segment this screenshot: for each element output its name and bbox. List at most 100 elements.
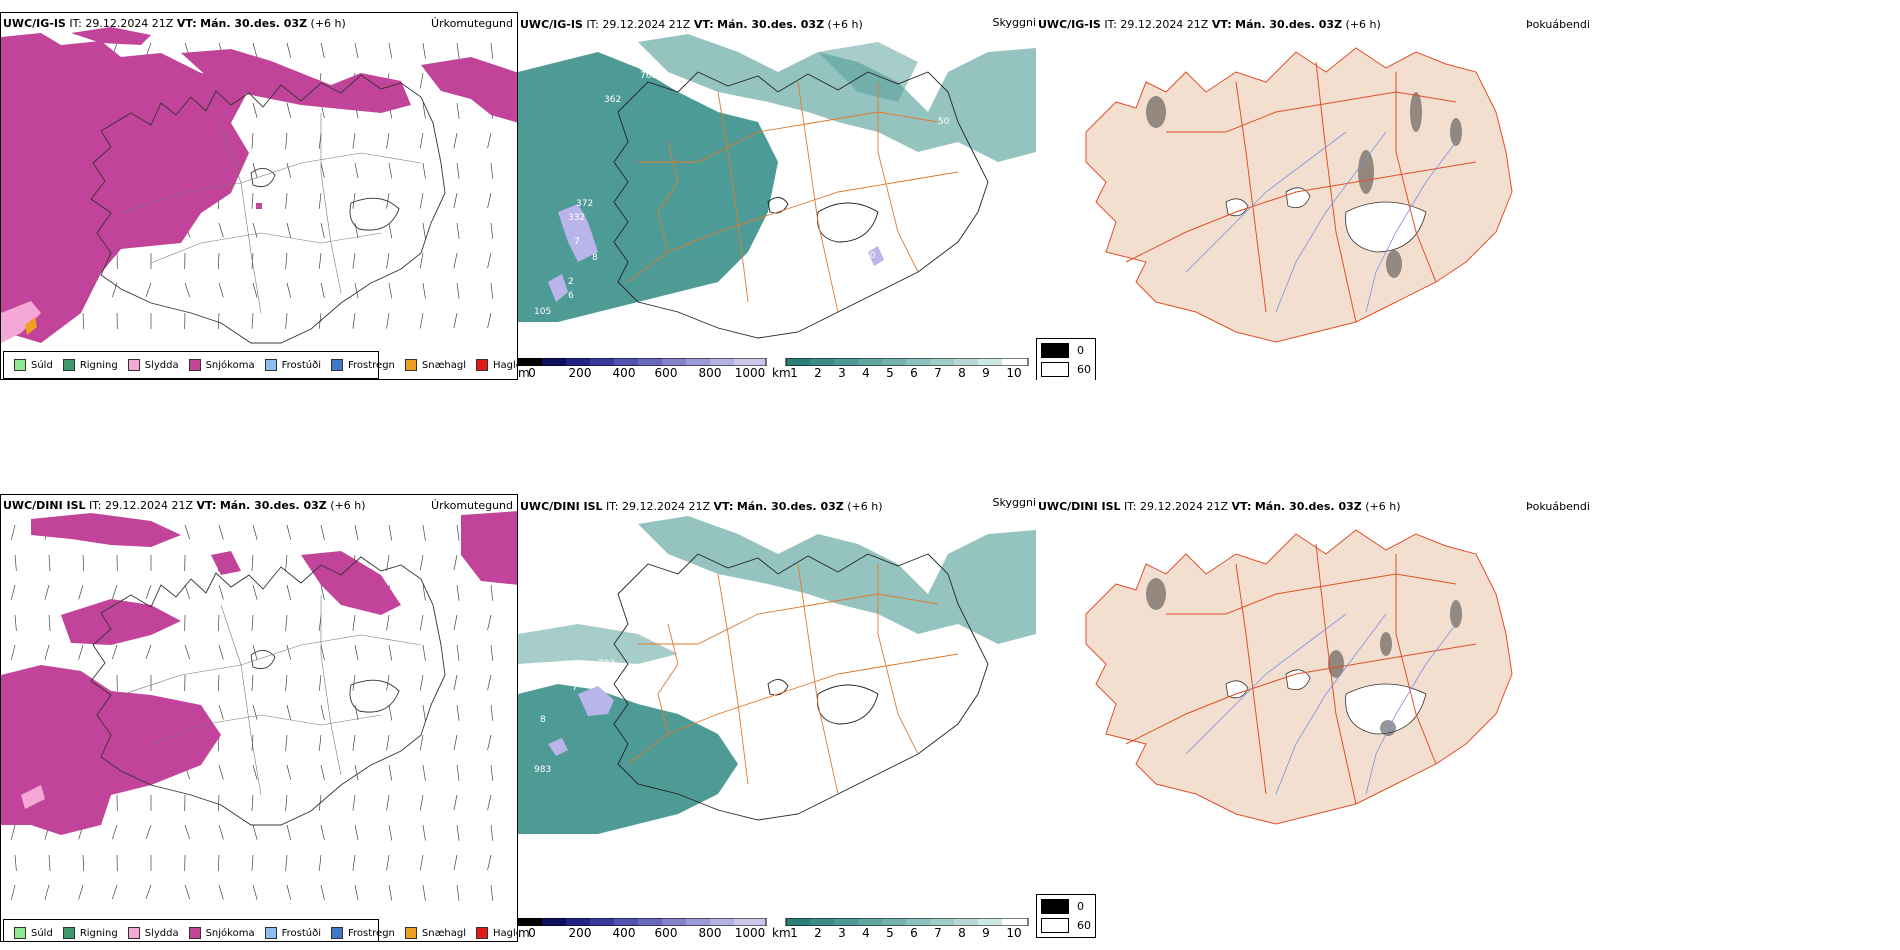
very-low-visibility [548,686,614,756]
wind-barb [386,554,390,571]
wind-barb [490,824,494,841]
fog-legend-label: 60 [1077,363,1091,376]
model-name: UWC/DINI ISL [3,499,86,512]
wind-barb [453,312,458,329]
wind-barb [386,252,390,269]
iceland-outline [90,74,446,344]
panel-header-row1-p2: UWC/IG-IS IT: 29.12.2024 21Z VT: Mán. 30… [520,18,863,31]
vt-value: Mán. 30.des. 03Z [1235,18,1343,31]
road-lines [120,113,422,314]
vis-m-tick: 800 [698,926,722,940]
wind-barb [354,42,359,59]
very-low-visibility [548,204,884,302]
visibility-map-row2: 558 793 6 7 8 983 [518,516,1036,834]
vis-label: 6 [576,669,582,679]
low-visibility-area [518,34,1036,322]
vis-km-colorbar-swatches [785,358,1029,366]
legend-item: Snjókoma [188,359,255,371]
wind-barb [388,704,393,721]
vis-m-colorbar-row1: m 0 200 400 600 800 1000 [518,356,770,380]
wind-barb [252,282,258,298]
vt-value: Mán. 30.des. 03Z [736,500,844,513]
fog-map-row1 [1085,47,1513,343]
wind-barb [386,312,390,329]
legend-label: Snjókoma [205,359,255,371]
wind-barb [285,312,288,329]
river-lines [1185,613,1457,795]
glaciers [1225,187,1427,253]
vis-label: 793 [598,659,615,669]
wind-barb [10,644,16,660]
legend-label: Súld [31,927,53,939]
wind-barb [422,884,426,901]
it-label: IT: [1124,500,1137,513]
wind-barb [352,252,356,269]
wind-barb [456,764,460,781]
road-network [627,81,959,313]
vis-km-tick: 7 [934,926,942,940]
precip-legend-row1: Súld Rigning Slydda Snjókoma Frostúði Fr… [3,351,517,379]
vt-value: Mán. 30.des. 03Z [717,18,825,31]
wind-barb [320,162,325,179]
wind-barb [422,282,426,299]
wind-barb [388,42,393,59]
wind-barb [145,824,152,839]
wind-barb [419,674,424,691]
wind-barb [44,644,50,660]
wind-barb [456,824,460,841]
wind-barb [422,764,426,781]
wind-barb [218,524,224,540]
wind-barb [354,524,359,541]
it-label: IT: [606,500,619,513]
vis-km-tick: 8 [958,926,966,940]
model-name: UWC/IG-IS [1038,18,1101,31]
wind-barb [456,644,460,661]
sleet-area [1,301,41,343]
wind-barb [320,222,325,239]
legend-item: Rigning [62,927,118,939]
visibility-value-labels: 558 793 6 7 8 983 [534,575,627,775]
wind-barb [354,644,359,661]
wind-barb [453,794,458,811]
wind-barb [252,584,258,600]
visibility-map-row1: 763 362 372 332 7 8 2 6 105 50 50 [518,34,1036,339]
wind-barb [318,252,322,269]
vis-m-tick: 600 [654,366,678,380]
vt-value: Mán. 30.des. 03Z [200,17,308,30]
precip-legend-row2: Súld Rigning Slydda Snjókoma Frostúði Fr… [3,919,517,941]
vis-label: 7 [574,237,580,247]
wind-barb [352,192,356,209]
fog-legend-swatch [1041,362,1069,377]
wind-barb [44,584,50,600]
wind-barb [453,734,458,751]
wind-barb [252,884,258,900]
wind-barb [388,222,393,239]
it-label: IT: [586,18,599,31]
wind-barb [453,192,458,209]
legend-item: Frostúði [264,927,321,939]
panel-title-precip: Úrkomutegund [431,17,513,30]
wind-barb [422,704,426,721]
wind-barb [218,884,224,900]
wind-barb [318,192,322,209]
wind-barb [354,824,359,841]
wind-barb [456,524,460,541]
wind-barb [487,674,492,691]
wind-barb [419,614,424,631]
vis-km-tick: 7 [934,366,942,380]
wind-barb [184,282,191,298]
vis-km-tick: 5 [886,366,894,380]
wind-barb [218,704,224,720]
snow-pellet-area [25,317,37,335]
wind-barb [456,162,460,179]
wind-barb [14,614,17,631]
wind-barb [285,192,288,209]
wind-barb [251,614,254,631]
legend-swatch [264,927,277,939]
wind-barb [352,794,356,811]
vis-m-unit: m [518,366,530,380]
wind-barb [111,584,118,600]
visibility-value-labels: 763 362 372 332 7 8 2 6 105 50 50 [534,71,950,317]
legend-item: Snæhagl [404,927,466,939]
wind-barb [487,252,492,269]
